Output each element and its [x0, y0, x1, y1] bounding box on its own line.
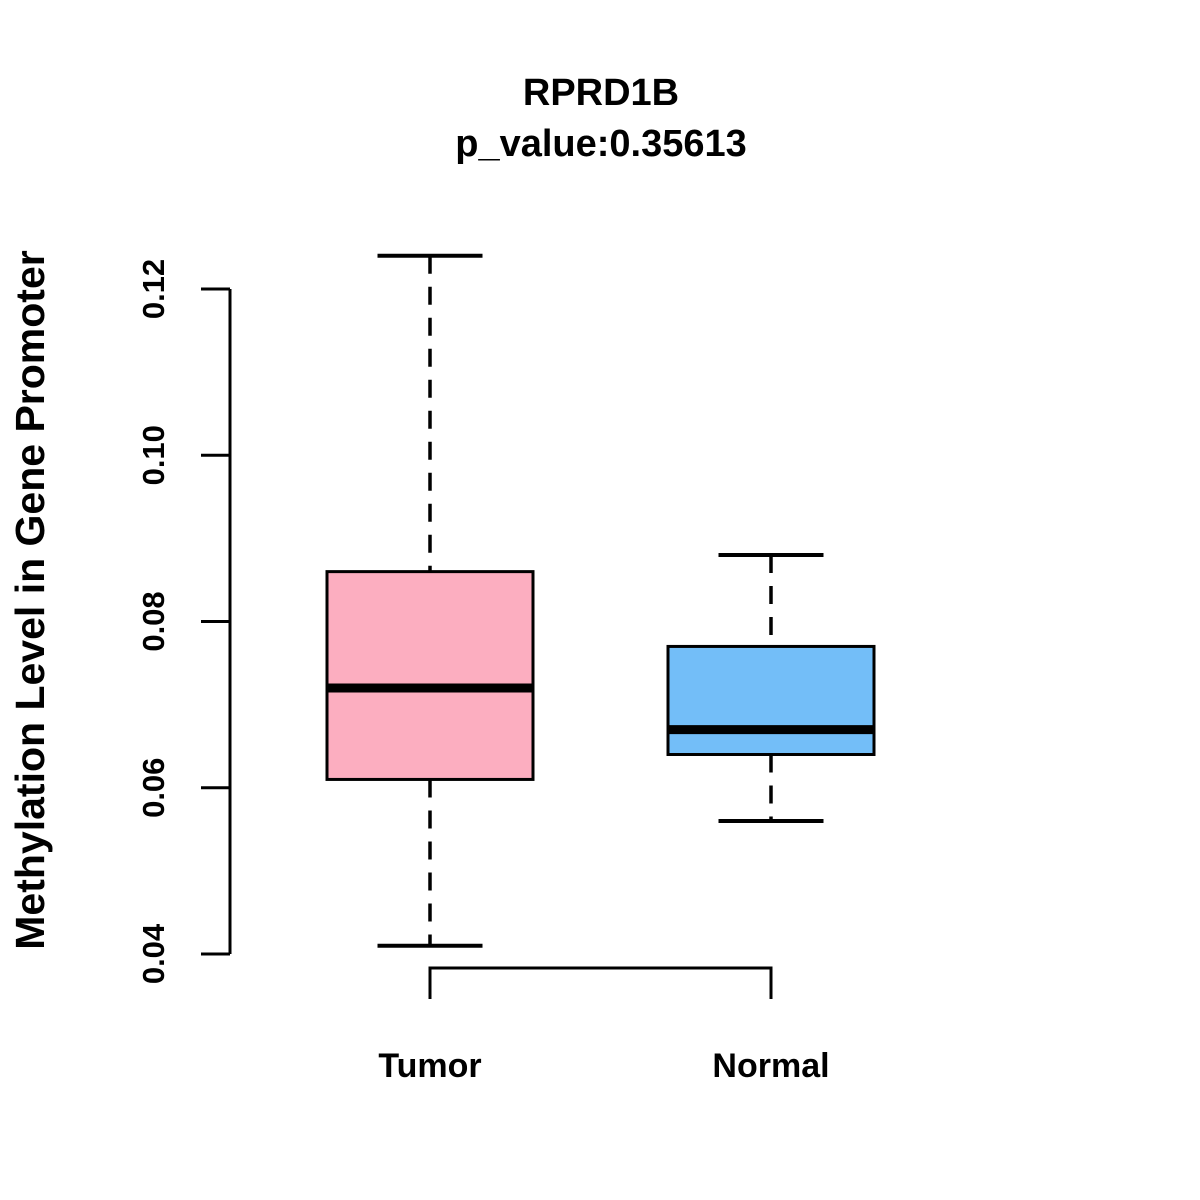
tumor-box [325, 570, 535, 781]
y-tick-label: 0.04 [136, 923, 171, 984]
x-axis-bracket [428, 966, 773, 999]
normal-box [666, 644, 876, 756]
y-tick-label: 0.08 [136, 591, 171, 651]
y-tick-label: 0.10 [136, 425, 171, 485]
y-axis-label: Methylation Level in Gene Promoter [7, 250, 53, 949]
x-category-label-normal: Normal [712, 1047, 829, 1085]
chart-title: RPRD1B [523, 72, 679, 114]
y-tick-label: 0.06 [136, 758, 171, 818]
y-tick-label: 0.12 [136, 259, 171, 319]
x-category-label-tumor: Tumor [378, 1047, 481, 1085]
chart-subtitle: p_value:0.35613 [455, 123, 747, 165]
